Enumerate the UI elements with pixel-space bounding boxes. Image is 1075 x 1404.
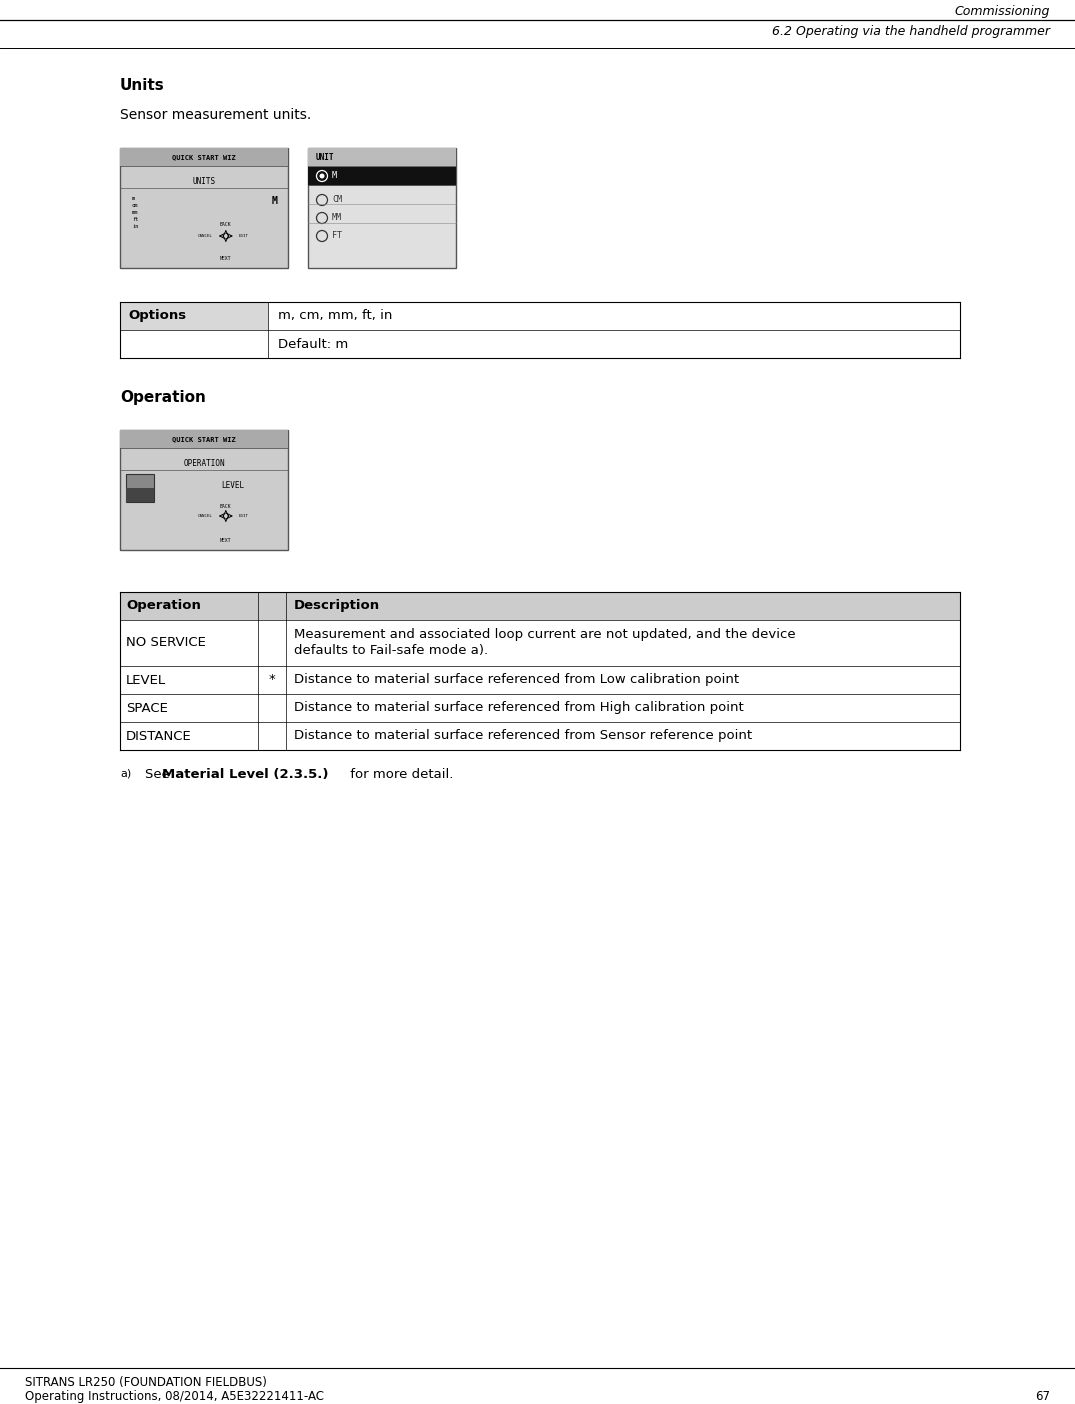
Text: Description: Description xyxy=(293,600,381,612)
Text: DISTANCE: DISTANCE xyxy=(126,730,191,743)
Text: MM: MM xyxy=(332,213,342,222)
Text: Material Level (2.3.5.): Material Level (2.3.5.) xyxy=(162,768,329,781)
Text: CANCEL: CANCEL xyxy=(198,234,213,239)
Text: NO SERVICE: NO SERVICE xyxy=(126,636,206,650)
Text: LEVEL: LEVEL xyxy=(126,674,167,687)
Bar xyxy=(120,147,288,166)
Text: SPACE: SPACE xyxy=(126,702,168,715)
Text: UNIT: UNIT xyxy=(316,153,334,161)
Text: Distance to material surface referenced from Sensor reference point: Distance to material surface referenced … xyxy=(293,730,752,743)
Circle shape xyxy=(319,174,325,178)
Bar xyxy=(120,302,268,330)
Text: Distance to material surface referenced from High calibration point: Distance to material surface referenced … xyxy=(293,702,744,715)
Bar xyxy=(309,147,456,268)
Bar xyxy=(120,147,288,268)
Bar xyxy=(126,475,154,503)
Text: Commissioning: Commissioning xyxy=(955,6,1050,18)
Text: OPERATION: OPERATION xyxy=(183,459,225,468)
Text: Operation: Operation xyxy=(126,600,201,612)
Text: BACK: BACK xyxy=(220,222,231,226)
Text: M: M xyxy=(272,197,278,206)
Text: NEXT: NEXT xyxy=(220,256,231,261)
Text: Measurement and associated loop current are not updated, and the device: Measurement and associated loop current … xyxy=(293,628,796,642)
Text: Distance to material surface referenced from Low calibration point: Distance to material surface referenced … xyxy=(293,674,740,687)
Text: M: M xyxy=(332,171,336,181)
Text: 67: 67 xyxy=(1035,1390,1050,1403)
Text: Operating Instructions, 08/2014, A5E32221411-AC: Operating Instructions, 08/2014, A5E3222… xyxy=(25,1390,324,1403)
Text: BACK: BACK xyxy=(220,504,231,508)
Text: a): a) xyxy=(120,768,131,778)
Text: FT: FT xyxy=(332,232,342,240)
Text: for more detail.: for more detail. xyxy=(346,768,454,781)
Text: QUICK START WIZ: QUICK START WIZ xyxy=(172,154,235,160)
Text: m, cm, mm, ft, in: m, cm, mm, ft, in xyxy=(278,309,392,323)
Text: m
cm
mm
ft
in: m cm mm ft in xyxy=(132,197,139,229)
Bar xyxy=(309,147,456,166)
Bar xyxy=(120,592,960,621)
Text: Operation: Operation xyxy=(120,390,206,404)
Text: Default: m: Default: m xyxy=(278,337,348,351)
Text: 6.2 Operating via the handheld programmer: 6.2 Operating via the handheld programme… xyxy=(772,25,1050,38)
Text: Sensor measurement units.: Sensor measurement units. xyxy=(120,108,312,122)
Text: Units: Units xyxy=(120,79,164,93)
Text: UNITS: UNITS xyxy=(192,177,216,185)
Text: Options: Options xyxy=(128,309,186,323)
Text: *: * xyxy=(269,674,275,687)
Text: CANCEL: CANCEL xyxy=(198,514,213,518)
Text: NEXT: NEXT xyxy=(220,538,231,542)
Text: defaults to Fail-safe mode a).: defaults to Fail-safe mode a). xyxy=(293,644,488,657)
Bar xyxy=(120,430,288,448)
Bar xyxy=(309,167,456,185)
Bar xyxy=(126,489,154,503)
Text: See: See xyxy=(145,768,174,781)
Text: SITRANS LR250 (FOUNDATION FIELDBUS): SITRANS LR250 (FOUNDATION FIELDBUS) xyxy=(25,1376,267,1389)
Bar xyxy=(120,430,288,550)
Text: CM: CM xyxy=(332,195,342,205)
Text: LEVEL: LEVEL xyxy=(221,482,244,490)
Text: EDIT: EDIT xyxy=(239,514,248,518)
Text: QUICK START WIZ: QUICK START WIZ xyxy=(172,437,235,442)
Text: EDIT: EDIT xyxy=(239,234,248,239)
